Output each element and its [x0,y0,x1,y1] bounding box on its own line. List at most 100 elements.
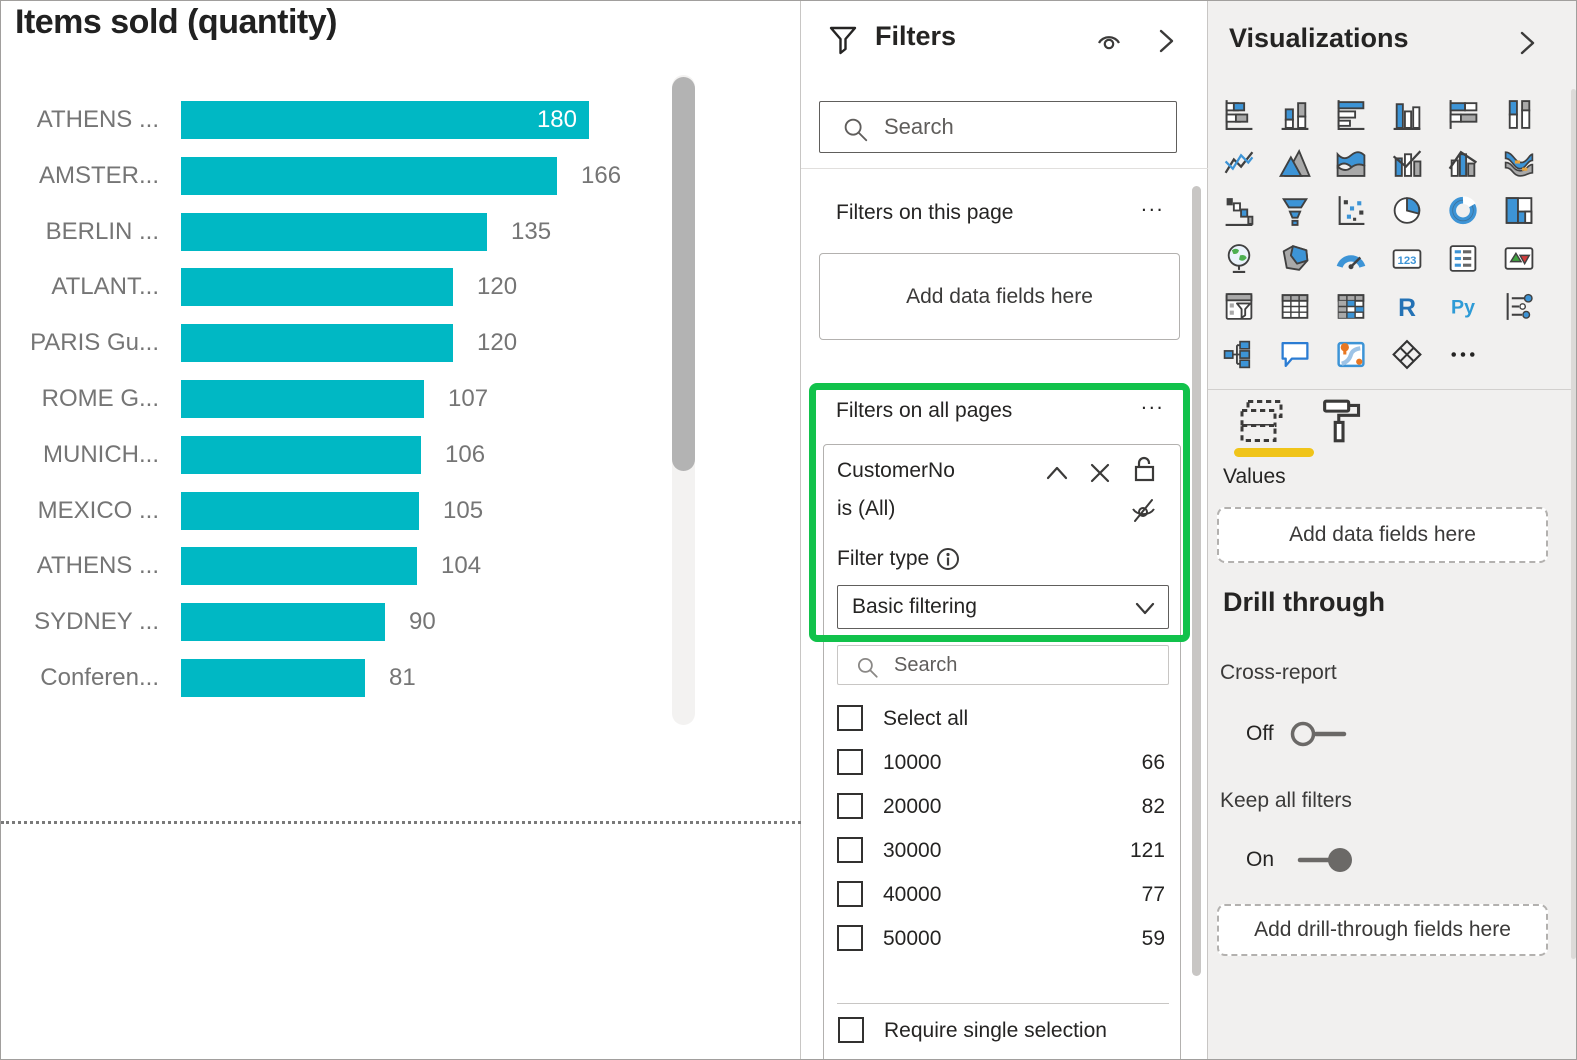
bar[interactable] [181,436,421,474]
bar[interactable] [181,157,557,195]
bar[interactable] [181,492,419,530]
bar[interactable] [181,268,453,306]
stacked-area-chart-icon[interactable] [1331,143,1371,181]
require-single-selection-label: Require single selection [884,1019,1107,1043]
filter-type-label: Filter type [837,547,929,571]
option-count: 77 [1142,883,1165,907]
donut-chart-icon[interactable] [1443,191,1483,229]
filter-option-row: 1000066 [837,747,1169,783]
funnel-icon [827,23,859,60]
filled-map-icon[interactable] [1275,239,1315,277]
category-label: BERLIN ... [1,218,159,246]
keep-all-filters-toggle[interactable]: On [1246,845,1358,875]
close-icon[interactable] [1086,461,1114,490]
chart-scrollbar-thumb[interactable] [672,77,695,471]
lock-open-icon[interactable] [1128,453,1160,492]
option-checkbox[interactable] [837,925,863,951]
filters-header-divider [801,168,1208,169]
hundred-stacked-bar-chart-icon[interactable] [1443,95,1483,133]
bar[interactable] [181,324,453,362]
slicer-icon[interactable] [1219,287,1259,325]
matrix-icon[interactable] [1331,287,1371,325]
keep-all-filters-toggle-state: On [1246,848,1274,872]
more-options-icon[interactable]: ... [1141,193,1177,217]
filters-on-this-page-label: Filters on this page [836,201,1013,225]
require-single-selection-checkbox[interactable] [838,1017,864,1043]
filters-on-all-pages-label: Filters on all pages [836,399,1012,423]
hundred-stacked-column-chart-icon[interactable] [1499,95,1539,133]
funnel-chart-icon[interactable] [1275,191,1315,229]
ribbon-chart-icon[interactable] [1499,143,1539,181]
kpi-icon[interactable] [1499,239,1539,277]
value-label: 104 [441,552,481,580]
filter-option-row: 2000082 [837,791,1169,827]
option-checkbox[interactable] [837,837,863,863]
values-dropzone[interactable]: Add data fields here [1217,507,1548,563]
waterfall-chart-icon[interactable] [1219,191,1259,229]
gauge-icon[interactable] [1331,239,1371,277]
clustered-column-chart-icon[interactable] [1387,95,1427,133]
option-checkbox[interactable] [837,749,863,775]
eye-slash-icon[interactable] [1126,495,1160,530]
value-label: 180 [517,106,577,134]
card-icon[interactable]: 123 [1387,239,1427,277]
filter-type-selected-value: Basic filtering [852,595,977,619]
filters-search-box [819,101,1177,153]
map-icon[interactable] [1219,239,1259,277]
filter-option-row: 5000059 [837,923,1169,959]
category-label: ROME G... [1,385,159,413]
power-apps-visual-icon[interactable] [1387,335,1427,373]
bar[interactable] [181,547,417,585]
category-label: PARIS Gu... [1,329,159,357]
drill-through-dropzone[interactable]: Add drill-through fields here [1217,904,1548,956]
option-checkbox[interactable] [837,881,863,907]
line-and-clustered-column-chart-icon[interactable] [1443,143,1483,181]
bar[interactable] [181,213,487,251]
chevron-right-icon[interactable] [1514,27,1540,64]
value-label: 120 [477,273,517,301]
stacked-bar-chart-icon[interactable] [1219,95,1259,133]
filters-search-input[interactable] [884,102,1170,152]
viz-scrollbar-track[interactable] [1571,89,1576,959]
r-script-visual-icon[interactable]: R [1387,287,1427,325]
filter-type-dropdown[interactable]: Basic filtering [837,585,1169,629]
key-influencers-icon[interactable] [1499,287,1539,325]
option-checkbox[interactable] [837,793,863,819]
pie-chart-icon[interactable] [1387,191,1427,229]
scatter-chart-icon[interactable] [1331,191,1371,229]
multi-row-card-icon[interactable] [1443,239,1483,277]
stacked-column-chart-icon[interactable] [1275,95,1315,133]
toggle-on-icon [1288,845,1358,875]
info-icon[interactable] [934,545,962,578]
chevron-up-icon[interactable] [1042,461,1072,490]
line-and-stacked-column-chart-icon[interactable] [1387,143,1427,181]
fields-tab[interactable] [1236,397,1292,445]
decomposition-tree-icon[interactable] [1219,335,1259,373]
filters-scrollbar-thumb[interactable] [1192,186,1201,976]
bar[interactable] [181,380,424,418]
chevron-right-icon[interactable] [1153,25,1179,62]
filter-values-search-input[interactable] [894,646,1154,684]
option-checkbox[interactable] [837,705,863,731]
q-and-a-icon[interactable] [1275,335,1315,373]
option-label: 20000 [883,795,941,819]
bar[interactable] [181,603,385,641]
clustered-bar-chart-icon[interactable] [1331,95,1371,133]
table-icon[interactable] [1275,287,1315,325]
svg-text:123: 123 [1398,255,1417,267]
eye-icon[interactable] [1091,27,1127,60]
area-chart-icon[interactable] [1275,143,1315,181]
format-paint-roller-tab[interactable] [1320,397,1368,445]
more-options[interactable] [1443,335,1483,373]
python-visual-icon[interactable]: Py [1443,287,1483,325]
filters-page-dropzone[interactable]: Add data fields here [819,253,1180,340]
option-count: 121 [1130,839,1165,863]
value-label: 90 [409,608,436,636]
cross-report-toggle[interactable]: Off [1246,719,1358,749]
arcgis-map-icon[interactable] [1331,335,1371,373]
more-options-icon[interactable]: ... [1141,391,1177,415]
value-label: 105 [443,497,483,525]
line-chart-icon[interactable] [1219,143,1259,181]
bar[interactable] [181,659,365,697]
treemap-icon[interactable] [1499,191,1539,229]
